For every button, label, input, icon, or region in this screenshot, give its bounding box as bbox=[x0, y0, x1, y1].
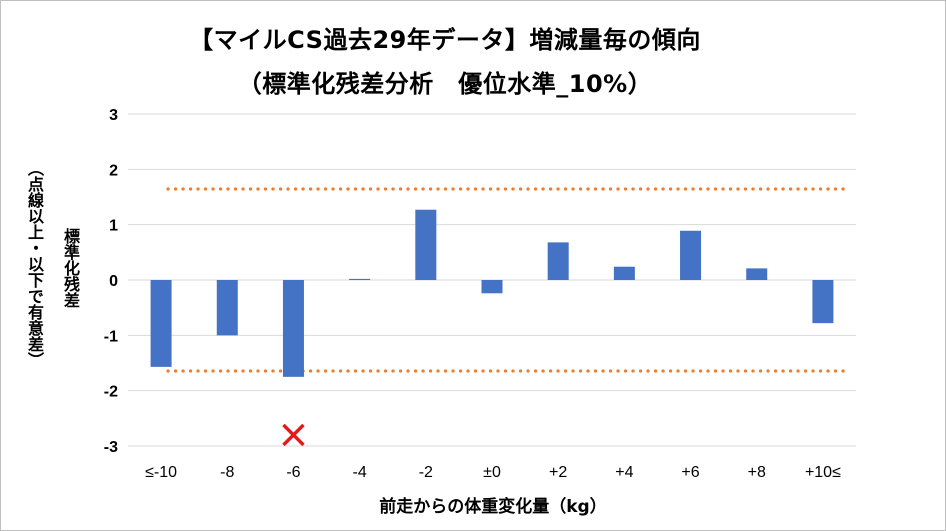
x-tick-label: -6 bbox=[286, 464, 300, 481]
y-tick-label: -3 bbox=[104, 439, 118, 456]
x-tick-label: +6 bbox=[681, 464, 699, 481]
x-tick-layer: ≤-10 -8 -6 -4 -2 ±0 +2 +4 +6 +8 +10≤ bbox=[145, 464, 841, 481]
bar bbox=[216, 280, 238, 336]
bar bbox=[680, 230, 702, 280]
y-axis-title: 標準化残差 （点線以上・以下で有意差） bbox=[20, 150, 90, 410]
chart-title-line2: （標準化残差分析 優位水準_10%） bbox=[237, 70, 653, 98]
bar bbox=[282, 280, 304, 377]
grid-layer bbox=[128, 113, 856, 447]
y-tick-label: -2 bbox=[104, 384, 118, 401]
bar bbox=[547, 242, 569, 280]
marker-layer bbox=[282, 423, 305, 447]
cross-marker bbox=[282, 423, 305, 447]
threshold-layer bbox=[166, 187, 848, 373]
y-tick-label: 0 bbox=[109, 273, 118, 290]
x-tick-label: -4 bbox=[353, 464, 367, 481]
cross-stroke bbox=[282, 423, 305, 447]
y-tick-layer: -3 -2 -1 0 1 2 3 bbox=[104, 107, 118, 456]
bar bbox=[150, 280, 172, 367]
y-tick-label: 2 bbox=[109, 162, 118, 179]
bar bbox=[613, 266, 635, 280]
x-axis-title: 前走からの体重変化量（kg） bbox=[379, 497, 607, 517]
chart-title-line1: 【マイルCS過去29年データ】増減量毎の傾向 bbox=[189, 26, 701, 54]
x-tick-label: +2 bbox=[549, 464, 567, 481]
bar bbox=[746, 268, 768, 280]
x-tick-label: ±0 bbox=[483, 464, 501, 481]
y-axis-title-line1: 標準化残差 bbox=[61, 228, 80, 308]
x-tick-label: ≤-10 bbox=[145, 464, 177, 481]
x-tick-label: +8 bbox=[748, 464, 766, 481]
x-tick-label: +4 bbox=[615, 464, 633, 481]
y-tick-label: 1 bbox=[109, 218, 118, 235]
bar bbox=[415, 209, 437, 280]
x-tick-label: -2 bbox=[419, 464, 433, 481]
bar bbox=[481, 280, 503, 294]
bar-layer bbox=[150, 209, 834, 377]
y-tick-label: -1 bbox=[104, 328, 118, 345]
y-tick-label: 3 bbox=[109, 107, 118, 124]
y-axis-title-line2: （点線以上・以下で有意差） bbox=[25, 160, 44, 368]
x-tick-label: -8 bbox=[220, 464, 234, 481]
bar bbox=[349, 278, 371, 280]
bar bbox=[812, 280, 834, 324]
x-tick-label: +10≤ bbox=[805, 464, 841, 481]
